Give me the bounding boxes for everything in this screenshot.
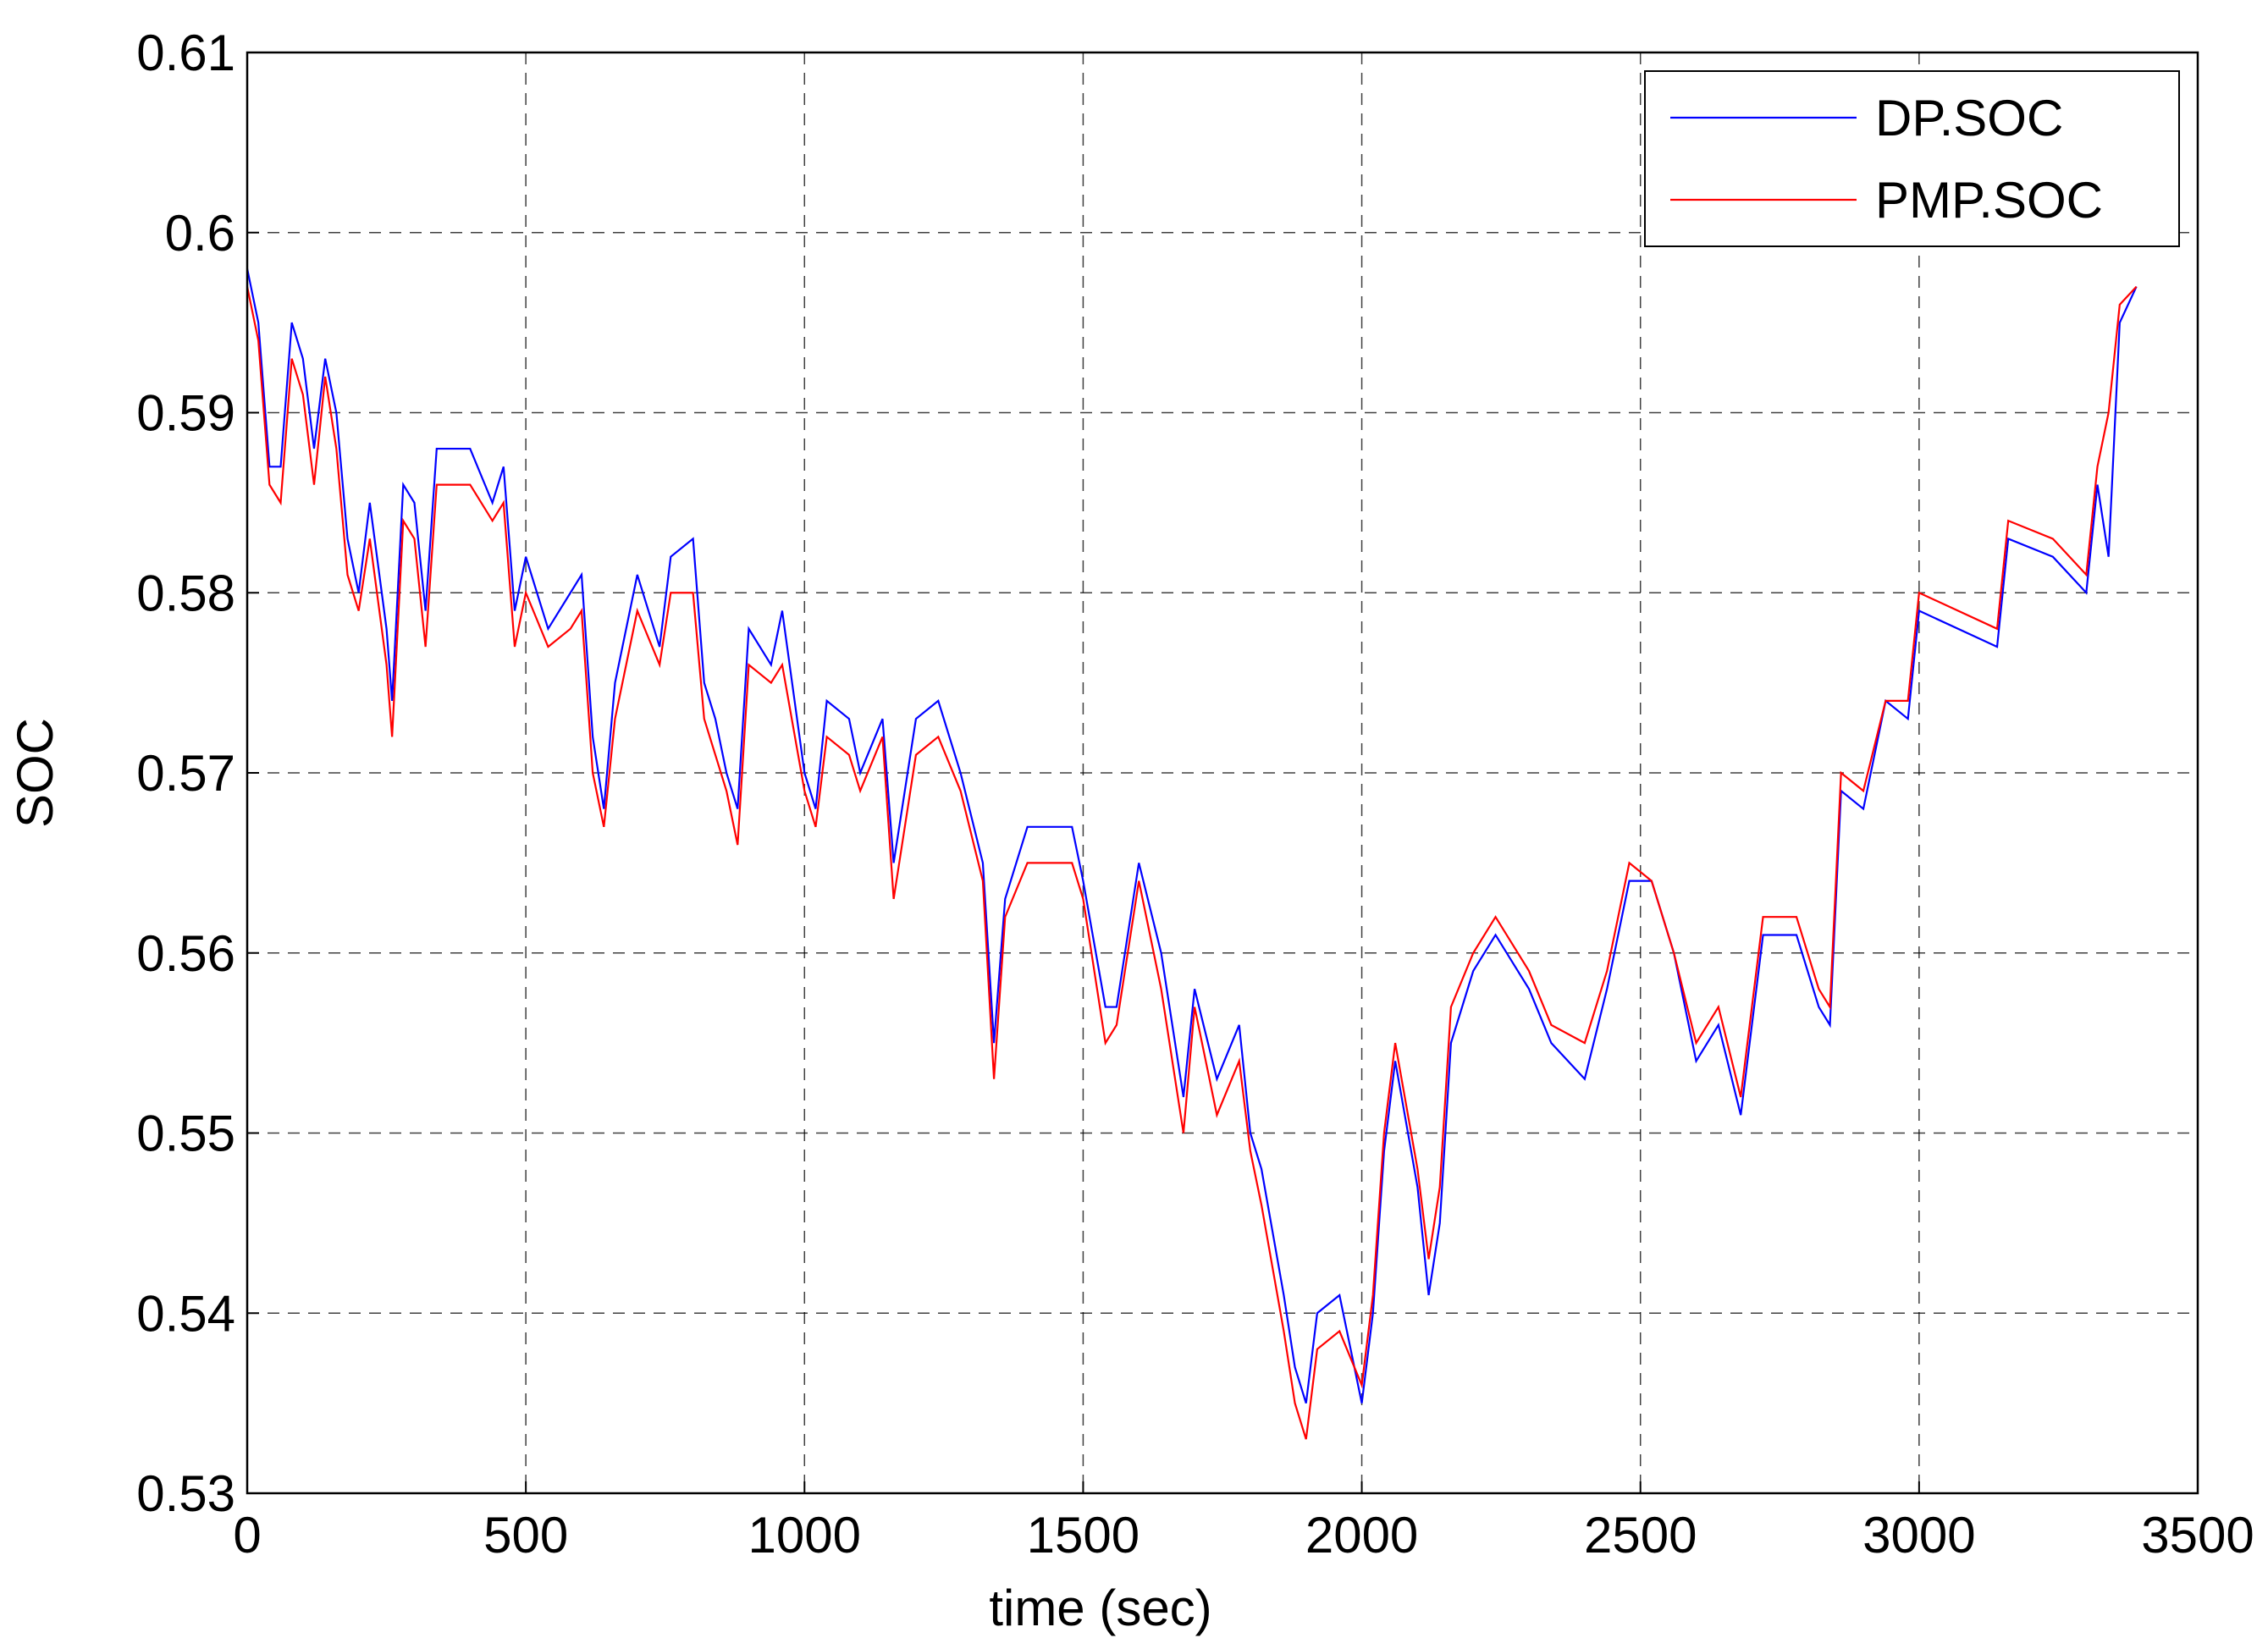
x-axis-label: time (sec) [989, 1580, 1211, 1636]
x-tick-label: 1500 [1027, 1507, 1140, 1564]
y-tick-label: 0.6 [165, 205, 235, 262]
x-tick-label: 3000 [1862, 1507, 1975, 1564]
y-tick-label: 0.59 [136, 385, 235, 442]
legend-label: PMP.SOC [1875, 172, 2103, 229]
y-tick-label: 0.56 [136, 925, 235, 982]
x-tick-label: 500 [483, 1507, 568, 1564]
y-tick-label: 0.53 [136, 1465, 235, 1522]
y-axis-label: SOC [7, 718, 63, 828]
y-tick-label: 0.54 [136, 1285, 235, 1342]
plot-frame [246, 51, 2199, 1495]
data-line [246, 285, 2138, 1440]
x-tick-label: 2000 [1305, 1507, 1418, 1564]
x-tick-label: 0 [233, 1507, 261, 1564]
x-tick-label: 1000 [748, 1507, 861, 1564]
y-tick-label: 0.61 [136, 25, 235, 81]
legend-label: DP.SOC [1875, 90, 2063, 146]
y-tick-label: 0.58 [136, 565, 235, 621]
y-tick-label: 0.55 [136, 1106, 235, 1162]
x-tick-label: 2500 [1584, 1507, 1697, 1564]
x-tick-label: 3500 [2141, 1507, 2254, 1564]
legend-box [1644, 70, 2180, 247]
y-tick-label: 0.57 [136, 745, 235, 802]
data-line [246, 268, 2138, 1404]
